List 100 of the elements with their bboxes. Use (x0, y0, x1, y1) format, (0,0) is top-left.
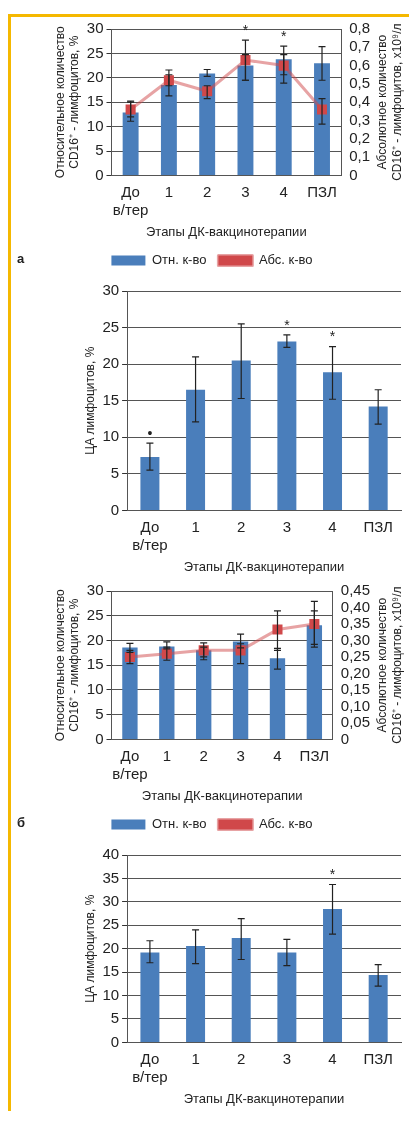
x-axis-title: Этапы ДК-вакцинотерапии (141, 787, 303, 803)
bar (199, 73, 216, 175)
x-tick-label: 2 (237, 517, 246, 535)
x-tick-label: ПЗЛ (363, 1049, 393, 1067)
y-tick-label: 5 (95, 141, 104, 159)
bar (368, 974, 388, 1042)
x-tick-label: 3 (236, 746, 245, 764)
x-tick-label: 3 (241, 182, 250, 200)
x-tick-label: 1 (191, 1049, 200, 1067)
y2-tick-label: 0,1 (349, 147, 371, 165)
y-tick-label: 30 (86, 581, 104, 599)
bar (186, 945, 206, 1042)
y-tick-label: 15 (102, 390, 120, 408)
bar (323, 908, 343, 1042)
bar (269, 658, 286, 739)
y-axis-title: Относительное количество CD16⁺ - лимфоцитов, % (52, 588, 81, 742)
bar (368, 406, 388, 510)
y-tick-label: 5 (95, 704, 104, 722)
bar (196, 650, 212, 739)
bar (275, 59, 292, 175)
x-tick-label: 3 (282, 1049, 292, 1067)
y-axis-title: ЦА лимфоцитов, % (82, 346, 97, 455)
y2-axis-title: Абсолютное количество CD16⁺ - лимфоцитов, x10⁹/л (375, 23, 405, 181)
x-axis-title: Этапы ДК-вакцинотерапии (145, 223, 307, 239)
x-tick-label: До в/тер (112, 746, 148, 782)
y2-axis-title: Абсолютное количество CD16⁺ - лимфоцитов, x10⁹/л (375, 586, 405, 744)
y-tick-label: 15 (86, 92, 104, 110)
bar (186, 389, 206, 510)
bar (160, 85, 177, 175)
text: а (17, 251, 25, 267)
y-tick-label: 15 (86, 655, 104, 673)
y2-tick-label: 0,7 (349, 37, 371, 55)
x-tick-label: 1 (191, 517, 200, 535)
x-tick-label: До в/тер (132, 1049, 168, 1085)
y2-tick-label: 0,05 (340, 713, 371, 731)
y-tick-label: 5 (110, 1009, 120, 1027)
y-tick-label: 20 (102, 938, 120, 956)
y-tick-label: 10 (102, 985, 120, 1003)
x-tick-label: До в/тер (132, 517, 168, 553)
y-tick-label: 10 (102, 427, 120, 445)
y-tick-label: 25 (86, 605, 104, 623)
annotation: * (329, 328, 336, 345)
bar (140, 457, 160, 510)
y2-tick-label: 0,6 (349, 55, 371, 73)
y2-tick-label: 0,45 (340, 581, 371, 599)
annotation: * (284, 316, 291, 333)
y2-tick-label: 0,10 (340, 696, 371, 714)
annotation: • (147, 424, 153, 441)
legend-label: Абс. к-во (258, 816, 313, 832)
y2-tick-label: 0,25 (340, 647, 371, 665)
y-tick-label: 25 (86, 43, 104, 61)
bar (277, 341, 297, 510)
bar (231, 937, 251, 1042)
y-tick-label: 0 (110, 500, 120, 518)
y-tick-label: 0 (95, 165, 104, 183)
x-tick-label: ПЗЛ (299, 746, 330, 764)
x-tick-label: До в/тер (112, 182, 149, 218)
y2-tick-label: 0,8 (349, 19, 371, 37)
y2-tick-label: 0,15 (340, 680, 371, 698)
y2-tick-label: 0 (340, 729, 350, 747)
bar (306, 625, 323, 739)
x-axis-title: Этапы ДК-вакцинотерапии (183, 1090, 345, 1106)
y2-tick-label: 0,4 (349, 92, 371, 110)
y2-tick-label: 0,20 (340, 663, 371, 681)
y2-tick-label: 0,5 (349, 74, 371, 92)
bar (231, 360, 251, 510)
y2-tick-label: 0,40 (340, 597, 371, 615)
bar (237, 65, 254, 175)
legend-label: Отн. к-во (151, 816, 207, 832)
y-tick-label: 25 (102, 317, 120, 335)
bar (122, 647, 138, 739)
y2-tick-label: 0 (349, 165, 358, 183)
annotation: * (281, 27, 288, 44)
x-tick-label: ПЗЛ (363, 517, 393, 535)
x-tick-label: 2 (199, 746, 208, 764)
y-tick-label: 30 (86, 19, 104, 37)
annotation: * (329, 866, 336, 883)
y-tick-label: 5 (110, 463, 120, 481)
x-tick-label: 4 (279, 182, 288, 200)
x-tick-label: 4 (273, 746, 282, 764)
x-tick-label: 1 (162, 746, 171, 764)
y2-tick-label: 0,2 (349, 128, 371, 146)
y2-tick-label: 0,3 (349, 110, 371, 128)
x-tick-label: ПЗЛ (307, 182, 337, 200)
bar (159, 646, 175, 739)
y2-tick-label: 0,30 (340, 630, 371, 648)
y-tick-label: 30 (102, 891, 120, 909)
bar (122, 112, 139, 175)
x-axis-title: Этапы ДК-вакцинотерапии (183, 558, 345, 574)
y-tick-label: 10 (86, 116, 104, 134)
bar (140, 952, 160, 1042)
x-tick-label: 2 (237, 1049, 246, 1067)
y-tick-label: 0 (95, 729, 104, 747)
bar (277, 952, 297, 1042)
y-axis-title: ЦА лимфоцитов, % (82, 894, 97, 1003)
bar (323, 372, 343, 510)
y-tick-label: 20 (86, 630, 104, 648)
y-tick-label: 30 (102, 281, 120, 299)
legend-label: Абс. к-во (258, 252, 313, 268)
y-tick-label: 10 (86, 680, 104, 698)
